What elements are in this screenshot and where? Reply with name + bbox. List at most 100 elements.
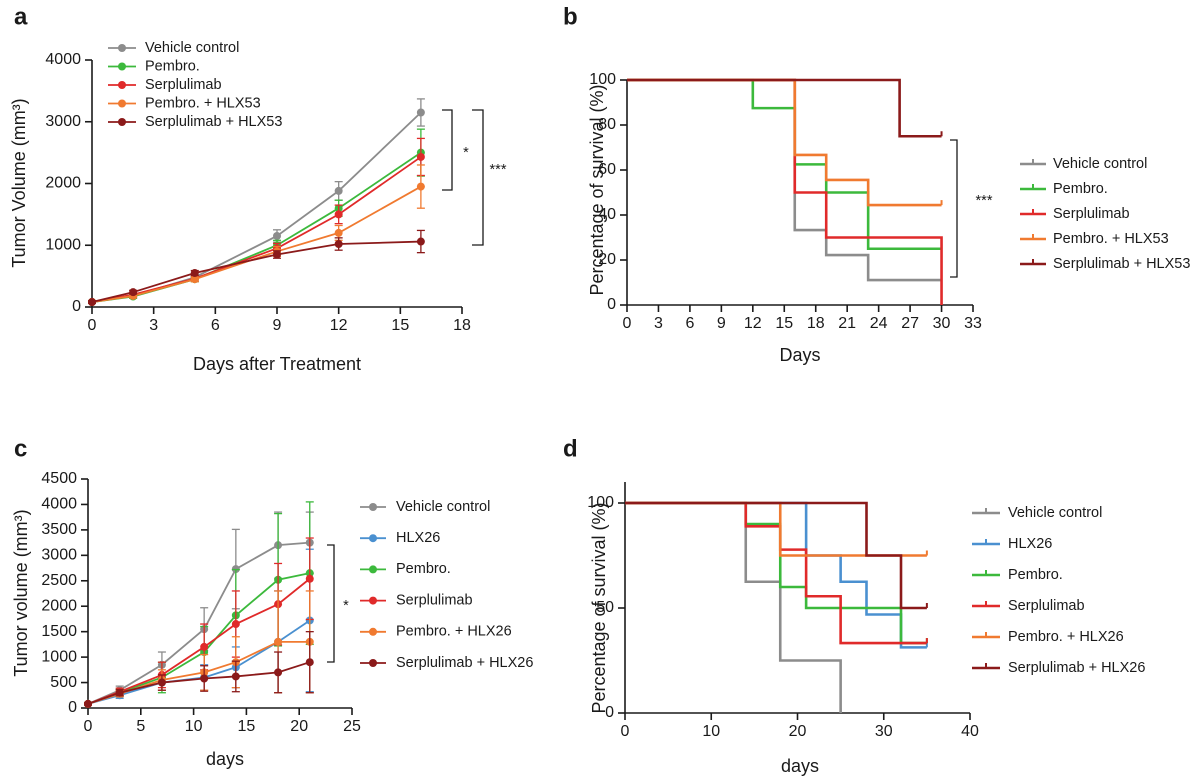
data-point [115,688,124,697]
survival-curve [625,501,927,645]
x-tick-label: 12 [330,317,348,334]
y-tick-label: 4000 [41,496,77,513]
x-axis-label: Days after Treatment [193,354,361,374]
x-tick-label: 15 [391,317,409,334]
y-tick-label: 0 [605,704,614,721]
data-point [190,269,199,278]
data-point [274,668,283,677]
legend-label: Pembro. + HLX26 [396,624,512,640]
x-tick-label: 15 [775,315,793,332]
panel-label: b [563,3,578,30]
legend-marker [369,659,377,667]
data-point [273,250,281,259]
significance-bracket [327,544,335,663]
legend-label: Serplulimab + HLX26 [396,655,533,671]
y-axis-label: Percentage of survival (%) [587,84,607,295]
legend-marker [118,44,126,52]
y-tick-label: 80 [598,116,616,133]
x-tick-label: 18 [807,315,825,332]
x-axis-label: Days [779,345,820,365]
legend-marker [369,596,377,605]
y-tick-label: 4500 [41,470,77,487]
x-tick-label: 15 [238,718,256,735]
data-point [190,275,199,284]
significance-bracket [950,139,958,278]
x-tick-label: 24 [870,315,888,332]
x-tick-label: 25 [343,718,361,735]
x-tick-label: 10 [702,723,720,740]
x-tick-label: 3 [149,317,158,334]
significance-label: * [463,145,469,161]
x-tick-label: 6 [685,315,694,332]
series-line [91,111,422,303]
y-tick-label: 3500 [41,521,77,538]
data-point [334,240,343,249]
y-tick-label: 40 [598,206,616,223]
legend-marker [369,627,377,636]
data-point [231,620,240,629]
y-axis-label: Percentage of survival (%) [589,502,609,713]
series-line [91,185,422,303]
x-tick-label: 40 [961,723,979,740]
x-tick-label: 20 [789,723,807,740]
legend-label: Serplulimab + HLX26 [1008,660,1145,676]
legend-label: Serplulimab [1053,206,1130,222]
data-point [416,182,425,191]
legend-label: Pembro. + HLX26 [1008,629,1124,645]
data-point [88,298,96,307]
survival-curve [627,78,942,138]
legend-marker [118,118,126,126]
significance-label: *** [976,193,993,209]
data-point [200,642,209,651]
legend-label: Pembro. [1053,181,1108,197]
legend-label: Pembro. [1008,567,1063,583]
significance-label: *** [490,162,507,178]
legend-marker [118,81,126,89]
data-point [305,574,314,583]
legend-label: Pembro. + HLX53 [1053,231,1169,247]
y-tick-label: 0 [607,296,616,313]
legend-label: Serplulimab + HLX53 [1053,256,1190,272]
y-tick-label: 2000 [41,597,77,614]
x-tick-label: 12 [744,315,762,332]
legend-label: Serplulimab [1008,598,1085,614]
y-tick-label: 2500 [41,572,77,589]
y-tick-label: 0 [68,699,77,716]
y-tick-label: 0 [72,298,81,315]
legend-label: Pembro. [145,58,200,74]
significance-bracket [442,109,453,191]
data-point [200,674,209,683]
survival-curve [627,78,942,207]
x-tick-label: 30 [933,315,951,332]
survival-curve [625,501,927,645]
y-tick-label: 100 [589,71,616,88]
panel-label: d [563,435,578,462]
data-point [129,288,138,297]
legend-marker [369,503,377,511]
legend-label: Vehicle control [145,40,239,56]
data-point [305,658,314,667]
survival-curve [627,78,943,305]
x-tick-label: 18 [453,317,471,334]
series-line [91,240,421,303]
legend-label: Vehicle control [1008,505,1102,521]
x-tick-label: 10 [185,718,203,735]
data-point [416,152,425,161]
data-point [231,672,240,681]
x-tick-label: 9 [273,317,282,334]
x-tick-label: 21 [838,315,856,332]
legend-label: Serplulimab [396,592,473,608]
y-tick-label: 1500 [41,623,77,640]
data-point [334,186,343,195]
data-point [334,210,343,219]
data-point [334,228,343,237]
legend-marker [118,62,126,71]
x-tick-label: 30 [875,723,893,740]
y-tick-label: 2000 [45,175,81,192]
series-line [91,156,422,303]
y-tick-label: 3000 [45,113,81,130]
x-tick-label: 27 [901,315,919,332]
legend-marker [369,534,377,543]
x-tick-label: 20 [290,718,308,735]
